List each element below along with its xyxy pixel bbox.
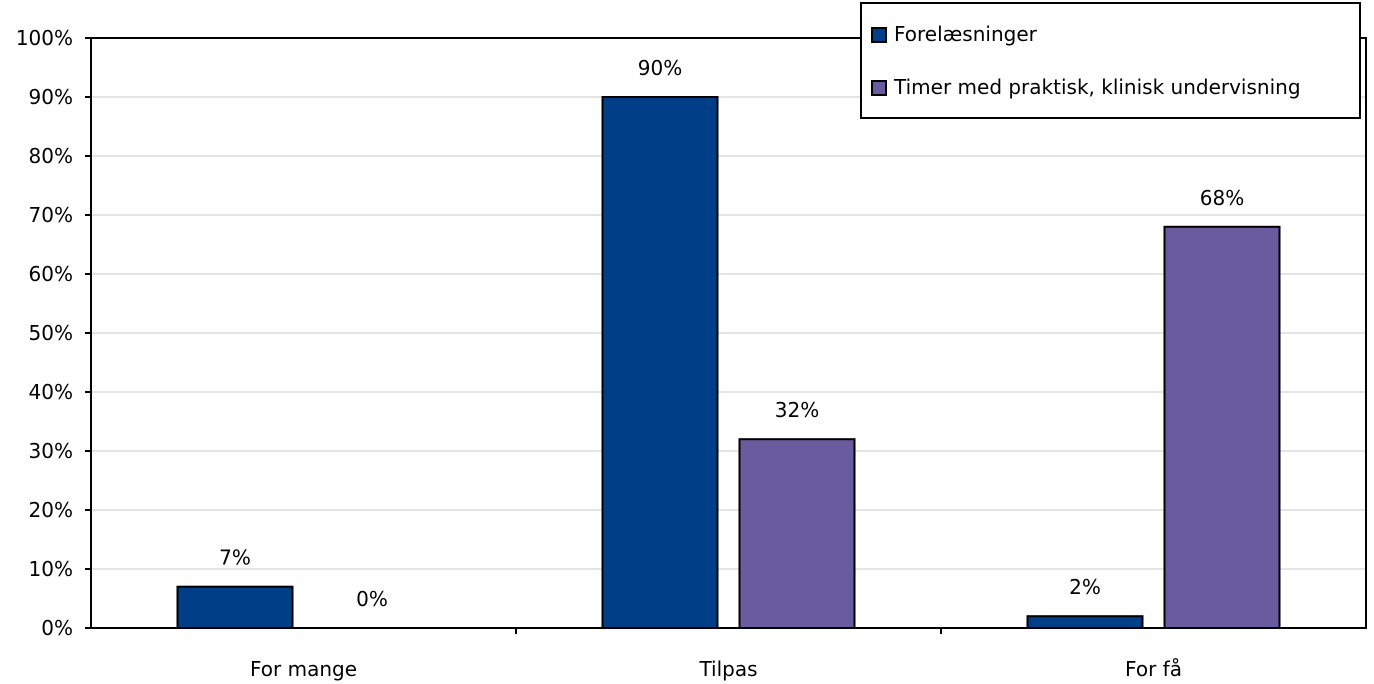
y-tick-label: 90% — [29, 85, 73, 109]
y-tick-label: 100% — [16, 26, 73, 50]
data-label: 32% — [775, 398, 819, 422]
legend-swatch — [871, 27, 887, 43]
y-tick-label: 40% — [29, 380, 73, 404]
x-axis: For mange Tilpas For få — [250, 628, 1182, 681]
data-labels: 7% 0% 90% 32% 2% 68% — [219, 56, 1244, 611]
plot-frame — [90, 37, 1367, 629]
bars — [176, 96, 1281, 630]
legend-label: Forelæsninger — [894, 22, 1038, 46]
y-tick-label: 70% — [29, 203, 73, 227]
x-tick-label: For mange — [250, 657, 357, 681]
bar — [176, 585, 294, 630]
y-tick-label: 0% — [41, 616, 73, 640]
bar — [738, 438, 856, 630]
x-tick-label: Tilpas — [698, 657, 757, 681]
y-tick-label: 10% — [29, 557, 73, 581]
legend: Forelæsninger Timer med praktisk, klinisk… — [860, 2, 1361, 119]
y-axis: 0% 10% 20% 30% 40% 50% 60% 70% 80% 90% 100% — [16, 26, 91, 640]
x-tick-label: For få — [1125, 657, 1182, 681]
legend-label: Timer med praktisk, klinisk undervisning — [893, 75, 1301, 99]
bar — [1026, 615, 1144, 630]
data-label: 0% — [356, 587, 388, 611]
y-tick-label: 30% — [29, 439, 73, 463]
legend-swatch — [871, 80, 887, 96]
gridlines — [91, 96, 1366, 570]
y-tick-label: 60% — [29, 262, 73, 286]
legend-box — [860, 2, 1361, 119]
bar — [1163, 225, 1281, 630]
y-tick-label: 80% — [29, 144, 73, 168]
y-tick-label: 50% — [29, 321, 73, 345]
data-label: 7% — [219, 546, 251, 570]
bar — [601, 96, 719, 629]
y-tick-label: 20% — [29, 498, 73, 522]
data-label: 68% — [1200, 186, 1244, 210]
data-label: 90% — [638, 56, 682, 80]
data-label: 2% — [1069, 575, 1101, 599]
